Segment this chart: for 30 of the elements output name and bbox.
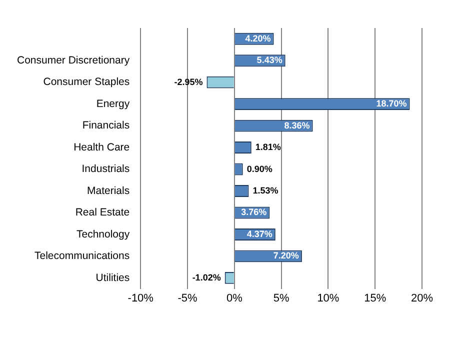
data-label: 7.20% (273, 250, 299, 261)
data-label: 4.20% (245, 33, 271, 44)
y-tick-label: Real Estate (75, 206, 130, 219)
data-label: 3.76% (241, 207, 267, 218)
data-label: 0.90% (246, 164, 272, 174)
data-label: 18.70% (376, 98, 407, 109)
data-label: -2.95% (174, 76, 203, 87)
data-label: -1.02% (192, 272, 221, 282)
y-tick-label: Materials (87, 184, 130, 197)
y-tick-label: Industrials (82, 163, 130, 176)
y-tick-label: Energy (96, 98, 130, 110)
data-label: 4.37% (246, 228, 272, 239)
x-tick-label: -10% (128, 292, 154, 304)
y-tick-label: Consumer Staples (43, 76, 130, 88)
x-tick-label: 15% (364, 292, 386, 304)
x-tick-label: 20% (410, 292, 434, 304)
y-tick-label: Utilities (96, 272, 130, 284)
y-tick-label: Health Care (74, 141, 130, 154)
data-label: 5.43% (256, 55, 282, 66)
x-tick-label: 0% (226, 292, 243, 304)
x-tick-label: 5% (273, 292, 290, 304)
y-tick-label: Consumer Discretionary (16, 54, 130, 66)
x-tick-label: 10% (317, 292, 340, 304)
data-label: 1.53% (252, 185, 278, 196)
y-tick-label: Financials (82, 120, 130, 132)
x-tick-label: -5% (178, 292, 198, 304)
data-label: 1.81% (255, 142, 281, 152)
y-tick-label: Technology (76, 228, 130, 240)
data-label: 8.36% (284, 120, 310, 130)
y-tick-label: Telecommunications (34, 250, 130, 262)
